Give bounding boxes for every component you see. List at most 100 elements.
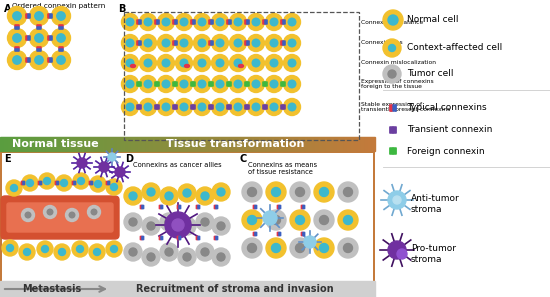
Circle shape: [47, 209, 53, 215]
Circle shape: [30, 50, 48, 69]
Circle shape: [290, 238, 310, 258]
Bar: [106, 137, 107, 151]
Circle shape: [217, 253, 225, 261]
Bar: [147, 137, 148, 151]
Circle shape: [388, 45, 395, 51]
Circle shape: [122, 75, 139, 92]
FancyBboxPatch shape: [303, 232, 305, 236]
Bar: [360, 137, 361, 151]
Circle shape: [165, 218, 173, 226]
Bar: [79, 137, 80, 151]
Circle shape: [183, 189, 191, 197]
Bar: [111, 137, 112, 151]
FancyBboxPatch shape: [37, 47, 41, 49]
Bar: [99, 137, 100, 151]
Bar: [80, 137, 81, 151]
Circle shape: [198, 80, 206, 88]
Bar: [356, 137, 357, 151]
Circle shape: [338, 210, 358, 230]
Bar: [262, 137, 263, 151]
Bar: [214, 137, 215, 151]
Bar: [303, 137, 304, 151]
Bar: [164, 137, 165, 151]
Bar: [254, 137, 255, 151]
Bar: [30, 137, 31, 151]
Circle shape: [175, 34, 192, 51]
Circle shape: [194, 55, 211, 72]
Bar: [90, 137, 91, 151]
Bar: [44, 137, 45, 151]
FancyBboxPatch shape: [209, 82, 211, 86]
Bar: [88, 137, 89, 151]
FancyBboxPatch shape: [254, 232, 255, 236]
Circle shape: [124, 243, 142, 261]
FancyBboxPatch shape: [108, 181, 109, 185]
Bar: [120, 137, 121, 151]
Bar: [185, 137, 186, 151]
Bar: [222, 137, 223, 151]
FancyBboxPatch shape: [37, 27, 41, 29]
FancyBboxPatch shape: [277, 232, 279, 236]
Circle shape: [144, 59, 152, 67]
Circle shape: [201, 218, 209, 226]
Circle shape: [78, 178, 85, 184]
Bar: [97, 137, 98, 151]
Circle shape: [30, 7, 48, 26]
Bar: [192, 137, 193, 151]
Circle shape: [160, 187, 178, 205]
Bar: [78, 137, 79, 151]
Text: Connexins as means
of tissue resistance: Connexins as means of tissue resistance: [248, 162, 317, 175]
Bar: [2, 153, 373, 283]
Circle shape: [198, 39, 206, 47]
Circle shape: [8, 50, 26, 69]
Bar: [148, 137, 149, 151]
Bar: [152, 137, 153, 151]
Circle shape: [175, 55, 192, 72]
Bar: [331, 137, 332, 151]
Circle shape: [283, 55, 300, 72]
FancyBboxPatch shape: [281, 82, 283, 86]
Text: Metastasis: Metastasis: [23, 284, 81, 294]
FancyBboxPatch shape: [179, 236, 181, 240]
Bar: [178, 137, 179, 151]
Bar: [298, 137, 299, 151]
Circle shape: [295, 216, 305, 225]
Bar: [221, 137, 222, 151]
FancyBboxPatch shape: [28, 36, 30, 40]
Bar: [169, 137, 170, 151]
Circle shape: [157, 34, 174, 51]
Bar: [265, 137, 266, 151]
Circle shape: [198, 18, 206, 26]
Bar: [45, 137, 46, 151]
FancyBboxPatch shape: [393, 127, 396, 133]
FancyBboxPatch shape: [173, 82, 175, 86]
Bar: [349, 137, 350, 151]
FancyBboxPatch shape: [139, 20, 141, 24]
Bar: [76, 137, 77, 151]
Bar: [189, 137, 190, 151]
Bar: [103, 137, 104, 151]
FancyBboxPatch shape: [40, 181, 42, 185]
FancyBboxPatch shape: [196, 236, 198, 240]
Bar: [5, 137, 6, 151]
FancyBboxPatch shape: [139, 82, 141, 86]
Bar: [195, 137, 196, 151]
Bar: [359, 137, 360, 151]
Bar: [137, 137, 138, 151]
Circle shape: [8, 29, 26, 48]
Circle shape: [95, 181, 102, 187]
Circle shape: [175, 75, 192, 92]
Circle shape: [217, 188, 225, 196]
FancyBboxPatch shape: [15, 47, 19, 49]
FancyBboxPatch shape: [193, 20, 195, 24]
Bar: [82, 137, 83, 151]
FancyBboxPatch shape: [216, 236, 218, 240]
FancyBboxPatch shape: [161, 205, 163, 208]
Circle shape: [157, 13, 174, 31]
Circle shape: [115, 167, 125, 177]
Bar: [368, 137, 369, 151]
Circle shape: [194, 99, 211, 116]
Bar: [257, 137, 258, 151]
Bar: [110, 137, 111, 151]
Bar: [279, 137, 280, 151]
